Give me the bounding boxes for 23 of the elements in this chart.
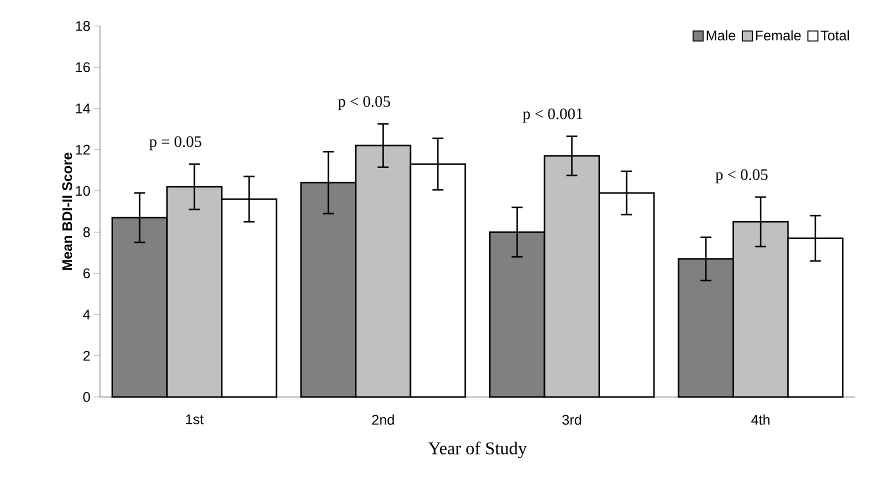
y-tick-label: 18: [76, 21, 90, 31]
legend-label: Male: [706, 30, 736, 40]
legend-label: Total: [820, 30, 849, 40]
y-tick-label: 2: [83, 350, 90, 361]
x-tick-label: 4th: [751, 414, 770, 425]
x-tick-label: 1st: [186, 414, 204, 424]
y-tick-label: 12: [76, 144, 90, 155]
y-tick-label: 4: [83, 310, 90, 320]
annotation: p < 0.05: [338, 96, 390, 110]
y-tick-label: 8: [83, 227, 90, 238]
annotation: p = 0.05: [149, 136, 202, 150]
y-axis-title: Mean BDI-II Score: [62, 152, 72, 270]
y-tick-label: 10: [76, 186, 90, 196]
x-tick-label: 3rd: [562, 414, 582, 425]
y-tick-label: 14: [76, 104, 90, 114]
x-tick-label: 2nd: [372, 414, 394, 425]
x-axis-title: Year of Study: [428, 442, 527, 458]
legend-label: Female: [756, 30, 801, 40]
y-tick-label: 16: [76, 62, 90, 72]
annotation: p < 0.05: [716, 169, 768, 184]
y-tick-label: 6: [83, 268, 90, 278]
annotation: p < 0.001: [522, 108, 582, 122]
y-tick-label: 0: [83, 392, 90, 402]
